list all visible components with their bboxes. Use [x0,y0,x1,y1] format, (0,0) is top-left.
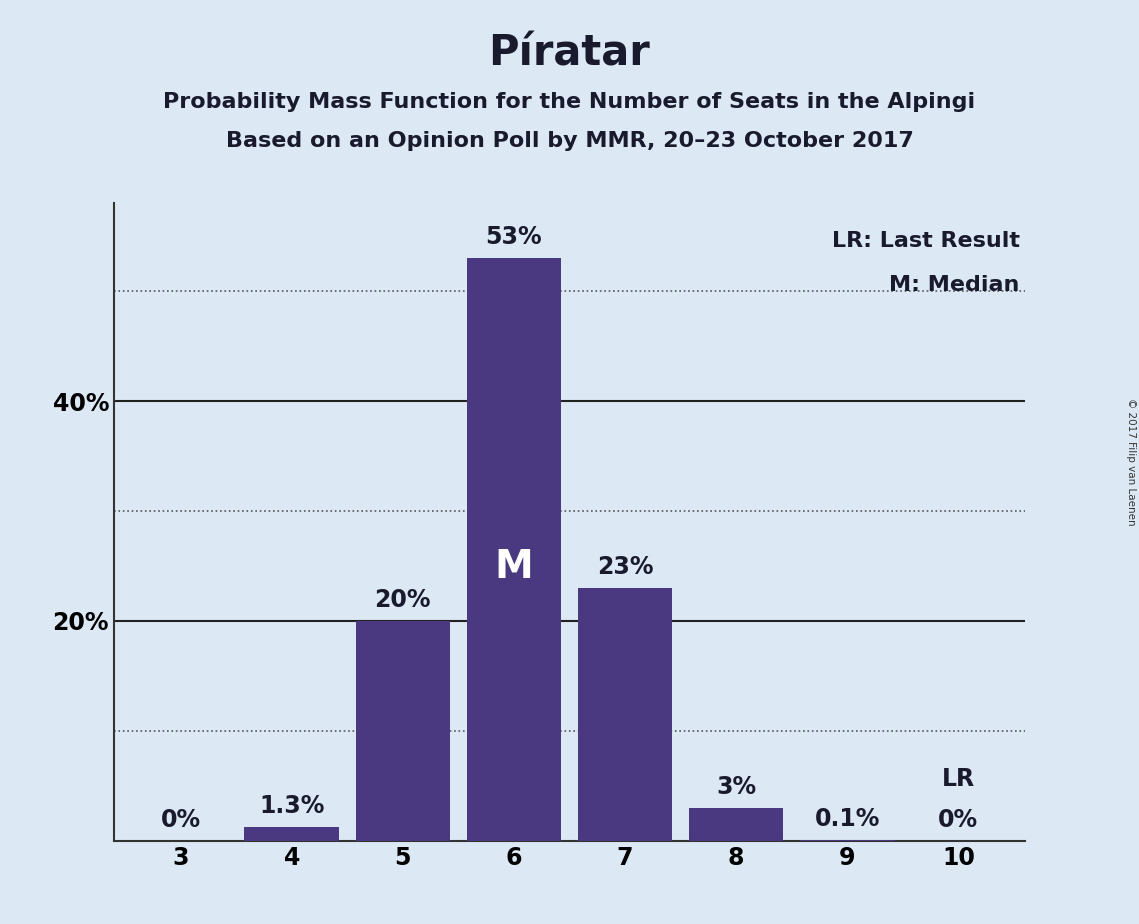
Bar [800,840,894,841]
Text: LR: LR [942,767,975,791]
Text: 23%: 23% [597,555,654,579]
Bar [467,258,562,841]
Text: © 2017 Filip van Laenen: © 2017 Filip van Laenen [1126,398,1136,526]
Text: 0.1%: 0.1% [814,807,880,831]
Text: M: Median: M: Median [890,274,1019,295]
Text: 0%: 0% [161,808,200,832]
Text: 53%: 53% [485,225,542,249]
Bar [577,588,672,841]
Text: Probability Mass Function for the Number of Seats in the Alpingi: Probability Mass Function for the Number… [163,92,976,113]
Bar [689,808,784,841]
Text: LR: Last Result: LR: Last Result [831,231,1019,250]
Bar [245,827,339,841]
Text: Based on an Opinion Poll by MMR, 20–23 October 2017: Based on an Opinion Poll by MMR, 20–23 O… [226,131,913,152]
Text: 20%: 20% [375,589,431,613]
Text: 0%: 0% [939,808,978,832]
Text: M: M [494,548,533,586]
Bar [355,621,450,841]
Text: 1.3%: 1.3% [259,794,325,818]
Text: 3%: 3% [716,775,756,799]
Text: Píratar: Píratar [489,32,650,74]
